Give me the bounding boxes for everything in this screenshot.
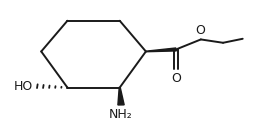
Text: O: O bbox=[171, 72, 181, 85]
Text: HO: HO bbox=[14, 80, 33, 93]
Text: NH₂: NH₂ bbox=[109, 108, 133, 121]
Polygon shape bbox=[118, 87, 124, 105]
Polygon shape bbox=[146, 48, 176, 52]
Text: O: O bbox=[195, 24, 205, 37]
